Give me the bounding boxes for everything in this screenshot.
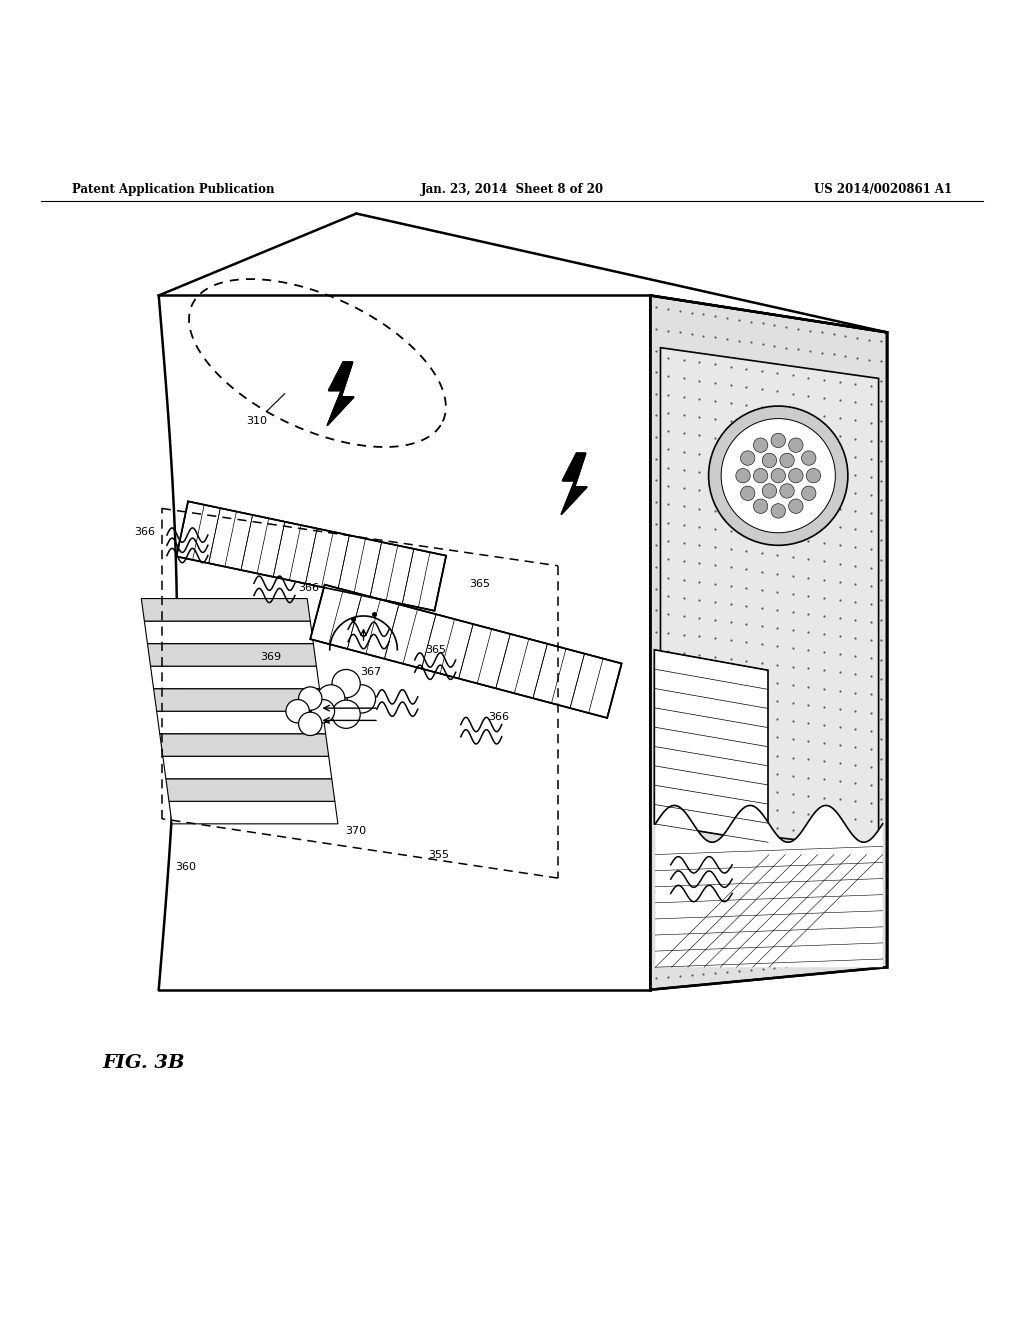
Polygon shape (157, 711, 326, 734)
Circle shape (771, 469, 785, 483)
Text: Jan. 23, 2014  Sheet 8 of 20: Jan. 23, 2014 Sheet 8 of 20 (421, 182, 603, 195)
Text: 366: 366 (134, 527, 156, 537)
Circle shape (286, 700, 309, 723)
Circle shape (754, 499, 768, 513)
Polygon shape (144, 622, 313, 644)
Polygon shape (176, 502, 446, 611)
Polygon shape (141, 598, 310, 622)
Circle shape (754, 438, 768, 453)
Text: 355: 355 (428, 850, 450, 859)
Text: Patent Application Publication: Patent Application Publication (72, 182, 274, 195)
Text: FIG. 3B: FIG. 3B (102, 1055, 185, 1072)
Circle shape (754, 469, 768, 483)
Circle shape (740, 486, 755, 500)
Polygon shape (166, 779, 335, 801)
Circle shape (709, 407, 848, 545)
Circle shape (788, 469, 803, 483)
Polygon shape (660, 347, 879, 850)
Circle shape (332, 669, 360, 698)
Text: 365: 365 (425, 644, 446, 655)
Polygon shape (655, 805, 883, 968)
Circle shape (762, 453, 776, 467)
Text: 310: 310 (246, 393, 285, 426)
Polygon shape (160, 734, 329, 756)
Circle shape (780, 453, 795, 467)
Circle shape (762, 483, 776, 498)
Circle shape (788, 438, 803, 453)
Polygon shape (169, 801, 338, 824)
Text: 365: 365 (469, 579, 490, 589)
Circle shape (740, 451, 755, 465)
Circle shape (736, 469, 751, 483)
Circle shape (332, 700, 360, 729)
Circle shape (802, 486, 816, 500)
Polygon shape (328, 362, 354, 425)
Circle shape (311, 700, 335, 723)
Circle shape (721, 418, 836, 533)
Polygon shape (147, 644, 316, 667)
Circle shape (771, 504, 785, 519)
Text: 367: 367 (360, 668, 382, 677)
Polygon shape (654, 649, 768, 842)
Polygon shape (561, 453, 587, 515)
Circle shape (802, 451, 816, 465)
Polygon shape (654, 649, 768, 842)
Text: 369: 369 (260, 652, 282, 661)
Text: 366: 366 (488, 713, 510, 722)
Polygon shape (163, 756, 332, 779)
Polygon shape (650, 296, 887, 990)
Polygon shape (151, 667, 319, 689)
Text: 366: 366 (298, 583, 319, 593)
Polygon shape (310, 585, 622, 718)
Circle shape (347, 685, 376, 713)
Polygon shape (176, 502, 446, 611)
Text: US 2014/0020861 A1: US 2014/0020861 A1 (814, 182, 952, 195)
Circle shape (771, 433, 785, 447)
Circle shape (806, 469, 820, 483)
Polygon shape (310, 585, 622, 718)
Text: 370: 370 (345, 826, 367, 836)
Circle shape (299, 686, 322, 710)
Circle shape (780, 483, 795, 498)
Polygon shape (154, 689, 323, 711)
Circle shape (299, 713, 322, 735)
Circle shape (788, 499, 803, 513)
Text: 360: 360 (175, 862, 197, 871)
Circle shape (316, 685, 345, 713)
